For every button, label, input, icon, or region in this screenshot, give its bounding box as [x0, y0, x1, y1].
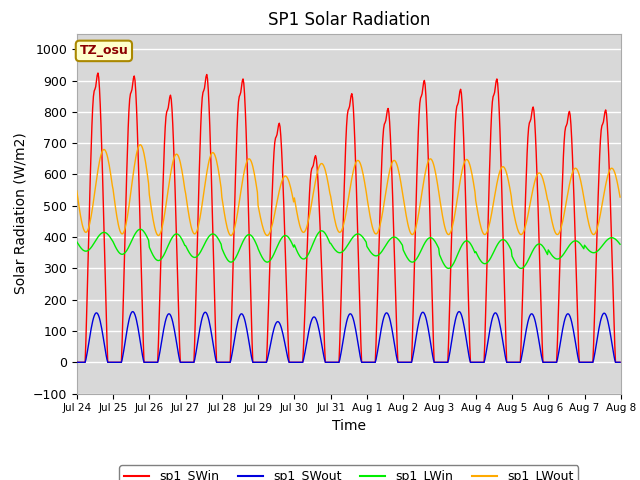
sp1_LWin	[431, 239, 439, 244]
sp1_LWout	[154, 233, 162, 239]
sp1_LWin	[140, 228, 147, 234]
sp1_LWin	[73, 239, 81, 245]
sp1_LWout	[416, 204, 424, 209]
sp1_LWout	[73, 188, 81, 194]
Legend: sp1_SWin, sp1_SWout, sp1_LWin, sp1_LWout: sp1_SWin, sp1_SWout, sp1_LWin, sp1_LWout	[119, 465, 579, 480]
sp1_LWout	[616, 194, 624, 200]
sp1_SWout	[195, 334, 202, 340]
sp1_SWin	[616, 360, 624, 365]
sp1_SWin	[431, 360, 439, 365]
sp1_LWin	[415, 252, 423, 257]
sp1_SWin	[223, 360, 231, 365]
sp1_SWin	[83, 313, 90, 319]
sp1_LWout	[432, 171, 440, 177]
Text: TZ_osu: TZ_osu	[79, 44, 128, 58]
sp1_SWin	[415, 112, 423, 118]
sp1_LWin	[616, 241, 624, 247]
sp1_SWout	[140, 357, 147, 362]
sp1_LWout	[140, 148, 147, 154]
sp1_LWout	[136, 142, 144, 148]
sp1_SWin	[73, 360, 81, 365]
sp1_LWout	[224, 228, 232, 233]
sp1_SWin	[94, 70, 102, 76]
sp1_LWin	[195, 252, 202, 258]
Title: SP1 Solar Radiation: SP1 Solar Radiation	[268, 11, 430, 29]
sp1_SWout	[73, 360, 81, 365]
Line: sp1_SWin: sp1_SWin	[77, 73, 620, 362]
sp1_SWout	[129, 309, 136, 314]
Line: sp1_LWout: sp1_LWout	[77, 145, 620, 236]
sp1_LWin	[83, 248, 90, 254]
Line: sp1_LWin: sp1_LWin	[77, 229, 620, 268]
X-axis label: Time: Time	[332, 419, 366, 433]
Y-axis label: Solar Radiation (W/m2): Solar Radiation (W/m2)	[13, 133, 27, 294]
sp1_SWout	[223, 360, 231, 365]
sp1_SWin	[140, 339, 147, 345]
sp1_LWin	[223, 256, 231, 262]
Line: sp1_SWout: sp1_SWout	[77, 312, 620, 362]
sp1_LWout	[195, 219, 203, 225]
sp1_LWout	[83, 229, 90, 235]
sp1_LWin	[445, 265, 452, 271]
sp1_SWout	[83, 353, 90, 359]
sp1_SWout	[415, 318, 423, 324]
sp1_SWout	[616, 360, 624, 365]
sp1_SWout	[431, 360, 439, 365]
sp1_LWin	[136, 227, 144, 232]
sp1_SWin	[195, 198, 202, 204]
